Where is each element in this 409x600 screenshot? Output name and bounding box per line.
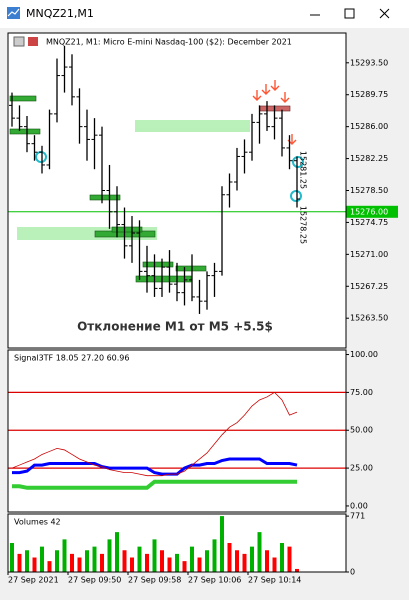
- x-tick-label: 27 Sep 10:06: [188, 576, 241, 585]
- marker: [292, 156, 304, 168]
- volume-bar: [197, 557, 202, 572]
- y-tick-label: 15289.75: [350, 90, 388, 99]
- panel-border: [7, 349, 347, 513]
- annotation: Отклонение M1 от M5 +5.5$: [77, 320, 273, 334]
- volume-bar: [227, 543, 232, 572]
- y-tick-label: 15274.75: [350, 218, 388, 227]
- window-title: MNQZ21,M1: [26, 7, 94, 20]
- level-box: [111, 226, 143, 233]
- indicator-title: Signal3TF 18.05 27.20 60.96: [14, 354, 130, 363]
- volume-bar: [115, 532, 119, 572]
- panel-border: [7, 32, 347, 349]
- level-box: [135, 275, 192, 283]
- y-tick-label: 0: [350, 568, 355, 577]
- vertical-annotation: 15278.25: [299, 206, 308, 244]
- x-tick-label: 27 Sep 2021: [8, 576, 59, 585]
- volume-bar: [250, 546, 254, 572]
- y-tick-label: 15278.50: [350, 186, 388, 195]
- volume-bar: [257, 532, 262, 572]
- volume-bar: [145, 553, 149, 572]
- volume-bar: [220, 516, 224, 572]
- volume-bar: [205, 550, 209, 572]
- y-tick-label: 15286.00: [350, 122, 388, 131]
- volume-bar: [160, 550, 164, 572]
- volume-bar: [32, 557, 37, 572]
- volume-bar: [287, 546, 292, 572]
- vertical-annotation: 15281.25: [299, 151, 308, 189]
- volume-bar: [137, 546, 142, 572]
- volume-bar: [107, 539, 112, 572]
- y-tick-label: 0.00: [350, 501, 368, 510]
- volume-bar: [130, 557, 134, 572]
- volume-bar: [265, 550, 269, 572]
- volume-bar: [295, 568, 299, 572]
- volume-bar: [25, 550, 29, 572]
- y-tick-label: 50.00: [350, 426, 373, 435]
- y-tick-label: 15271.00: [350, 250, 388, 259]
- volume-bar: [70, 553, 74, 572]
- y-tick-label: 15282.25: [350, 154, 388, 163]
- volume-bar: [182, 561, 187, 572]
- app-icon-line: [7, 8, 20, 17]
- level-box: [9, 95, 37, 102]
- volume-bar: [40, 546, 44, 572]
- y-tick-label: 771: [350, 512, 365, 521]
- panel-border: [7, 513, 347, 573]
- level-box: [9, 128, 41, 135]
- volume-bar: [85, 550, 89, 572]
- indicator-panel: [8, 350, 346, 512]
- y-tick-label: 25.00: [350, 464, 373, 473]
- down-arrow: [252, 90, 262, 101]
- volume-bar: [100, 553, 104, 572]
- indicator-line: [11, 391, 298, 477]
- hline-label: 15276.00: [350, 207, 388, 216]
- volume-bar: [62, 539, 67, 572]
- volume-bar: [47, 561, 52, 572]
- title-bar: [0, 0, 409, 28]
- volume-title: Volumes 42: [14, 518, 61, 527]
- volume-bar: [122, 550, 127, 572]
- volume-bar: [167, 557, 172, 572]
- volume-bar: [10, 543, 14, 572]
- volume-bar: [55, 550, 59, 572]
- volume-bar: [242, 553, 247, 572]
- chart-icon: [13, 36, 25, 47]
- volume-bar: [17, 553, 22, 572]
- level-box: [89, 194, 121, 201]
- y-tick-label: 15267.25: [350, 282, 388, 291]
- indicator-line: [12, 479, 297, 490]
- volume-bar: [190, 546, 194, 572]
- volume-bar: [92, 546, 97, 572]
- level-box: [142, 261, 174, 268]
- hline-label-bg: [346, 205, 398, 218]
- x-tick-label: 27 Sep 10:14: [248, 576, 301, 585]
- volume-bar: [280, 543, 284, 572]
- chart-icon: [28, 37, 38, 46]
- y-tick-label: 100.00: [350, 350, 378, 359]
- zone: [135, 120, 250, 132]
- y-tick-label: 75.00: [350, 388, 373, 397]
- down-arrow: [270, 80, 280, 91]
- indicator-line: [12, 457, 298, 476]
- volume-bar: [175, 553, 179, 572]
- down-arrow: [261, 84, 271, 95]
- down-arrow: [280, 92, 290, 103]
- y-tick-label: 15263.50: [350, 314, 388, 323]
- x-tick-label: 27 Sep 09:58: [128, 576, 181, 585]
- volume-bar: [235, 550, 239, 572]
- volume-bar: [77, 557, 82, 572]
- volume-bar: [272, 557, 277, 572]
- volume-bar: [212, 539, 217, 572]
- close-button[interactable]: [379, 8, 390, 19]
- x-tick-label: 27 Sep 09:50: [68, 576, 121, 585]
- marker: [290, 190, 302, 202]
- chart-title: MNQZ21, M1: Micro E-mini Nasdaq-100 ($2)…: [46, 38, 292, 47]
- y-tick-label: 15293.50: [350, 58, 388, 67]
- volume-bar: [152, 539, 157, 572]
- level-box: [175, 265, 207, 272]
- maximize-button[interactable]: [344, 8, 355, 19]
